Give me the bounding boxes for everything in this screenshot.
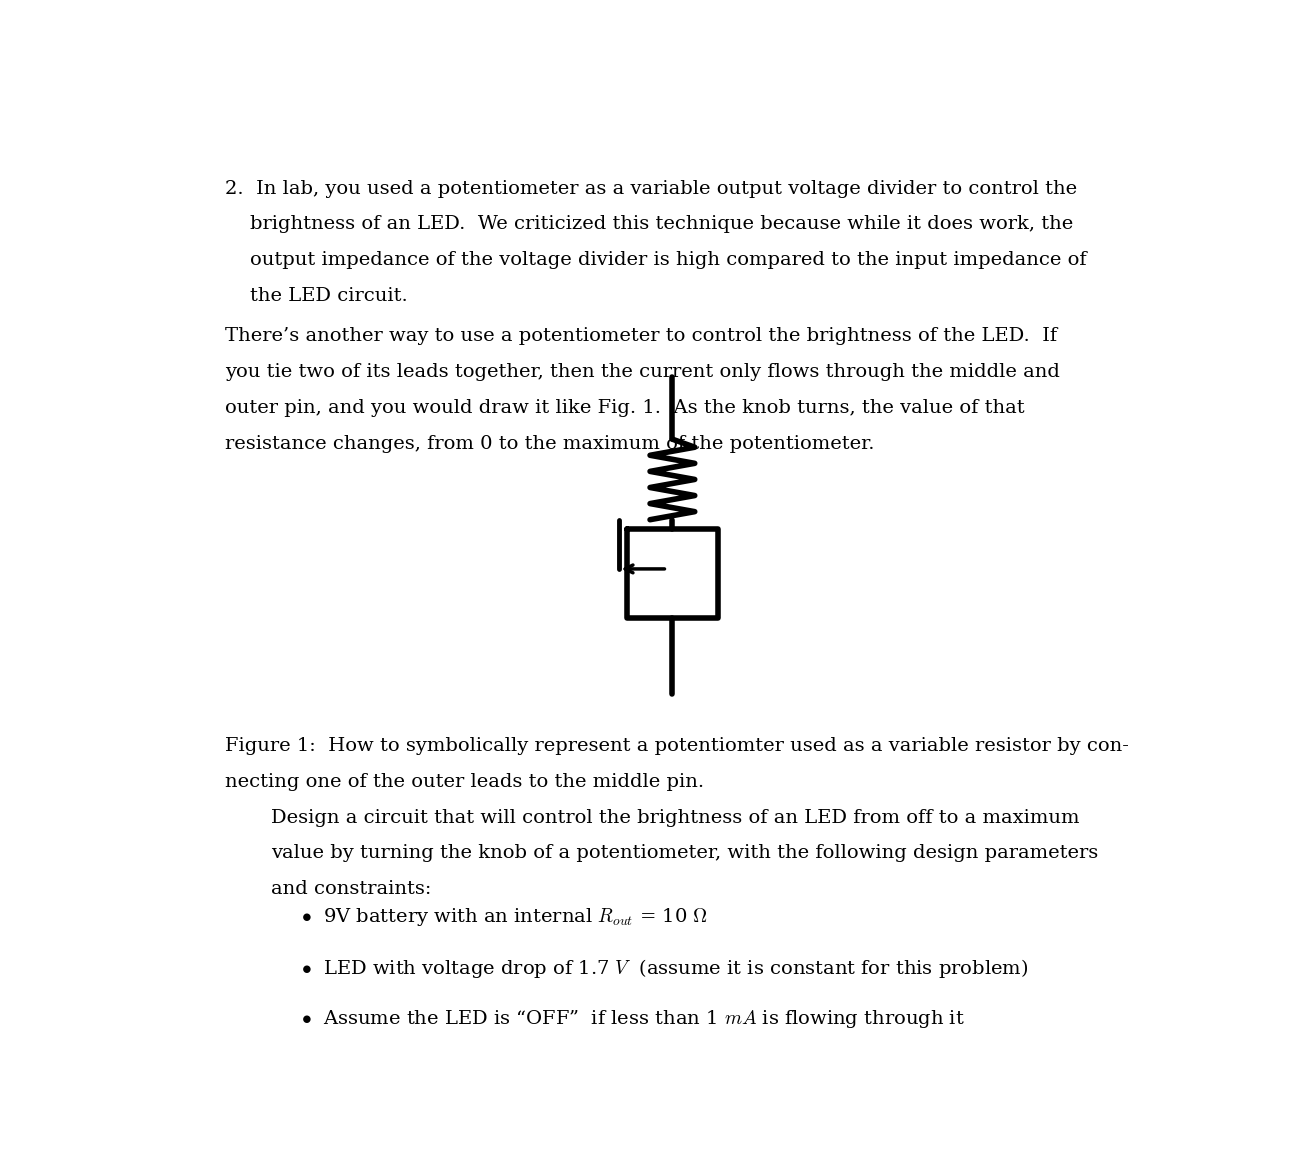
- Text: necting one of the outer leads to the middle pin.: necting one of the outer leads to the mi…: [226, 773, 705, 791]
- Text: the LED circuit.: the LED circuit.: [226, 287, 408, 306]
- Text: Design a circuit that will control the brightness of an LED from off to a maximu: Design a circuit that will control the b…: [270, 809, 1080, 826]
- Text: $\bullet$  LED with voltage drop of 1.7 $V$  (assume it is constant for this pro: $\bullet$ LED with voltage drop of 1.7 $…: [302, 957, 1029, 981]
- Text: and constraints:: and constraints:: [270, 881, 432, 898]
- Text: 2.  In lab, you used a potentiometer as a variable output voltage divider to con: 2. In lab, you used a potentiometer as a…: [226, 180, 1077, 198]
- Text: $\bullet$  Assume the LED is “OFF”  if less than 1 $mA$ is flowing through it: $\bullet$ Assume the LED is “OFF” if les…: [302, 1009, 966, 1031]
- Text: value by turning the knob of a potentiometer, with the following design paramete: value by turning the knob of a potentiom…: [270, 845, 1098, 862]
- Text: output impedance of the voltage divider is high compared to the input impedance : output impedance of the voltage divider …: [226, 251, 1086, 270]
- Text: $\bullet$  9V battery with an internal $R_{out}$ = 10 $\Omega$: $\bullet$ 9V battery with an internal $R…: [302, 906, 708, 928]
- Text: outer pin, and you would draw it like Fig. 1.  As the knob turns, the value of t: outer pin, and you would draw it like Fi…: [226, 399, 1025, 417]
- Text: you tie two of its leads together, then the current only flows through the middl: you tie two of its leads together, then …: [226, 363, 1060, 381]
- Text: Figure 1:  How to symbolically represent a potentiomter used as a variable resis: Figure 1: How to symbolically represent …: [226, 737, 1128, 755]
- Text: There’s another way to use a potentiometer to control the brightness of the LED.: There’s another way to use a potentiomet…: [226, 328, 1057, 345]
- Text: brightness of an LED.  We criticized this technique because while it does work, : brightness of an LED. We criticized this…: [226, 215, 1073, 234]
- Text: resistance changes, from 0 to the maximum of the potentiometer.: resistance changes, from 0 to the maximu…: [226, 435, 875, 453]
